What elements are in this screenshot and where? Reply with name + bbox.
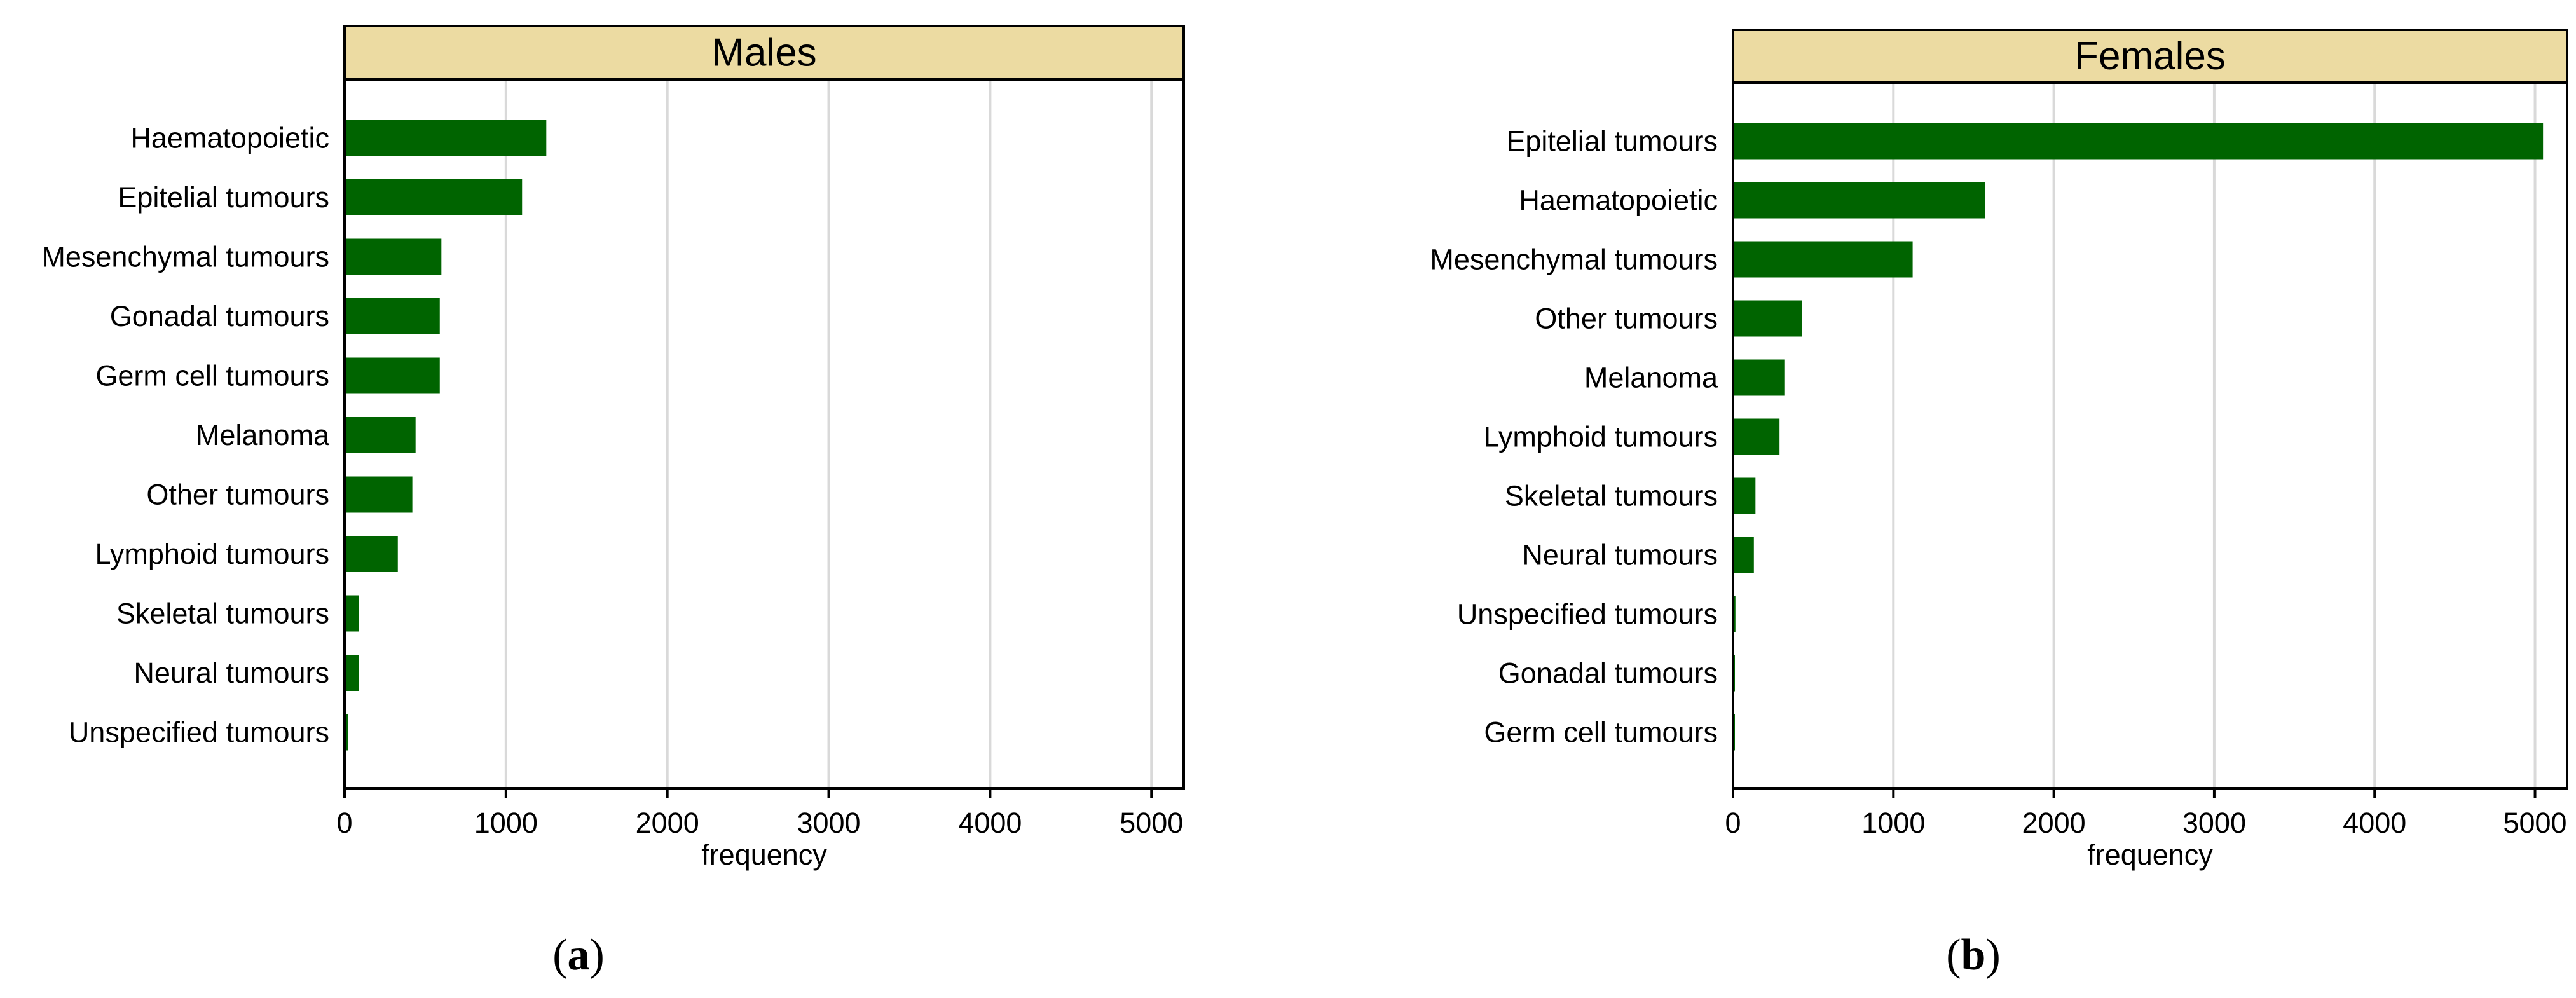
bar xyxy=(345,357,440,394)
bar xyxy=(345,714,348,751)
category-label: Neural tumours xyxy=(134,657,329,689)
panel-label-letter: a xyxy=(568,931,590,980)
bar xyxy=(345,595,359,632)
x-tick-label: 2000 xyxy=(2022,807,2086,839)
x-tick-label: 1000 xyxy=(1861,807,1925,839)
panel-label-close: ) xyxy=(1985,931,2000,980)
chart-title: Females xyxy=(2074,34,2226,78)
x-axis-label: frequency xyxy=(2087,838,2213,871)
category-label: Skeletal tumours xyxy=(1505,480,1718,512)
category-label: Epitelial tumours xyxy=(118,181,329,214)
category-label: Germ cell tumours xyxy=(95,360,329,392)
title-strip xyxy=(343,25,1185,81)
bar xyxy=(1733,477,1756,514)
category-label: Neural tumours xyxy=(1522,539,1718,571)
category-label: Melanoma xyxy=(1584,362,1718,394)
title-strip xyxy=(1732,29,2568,84)
x-tick-label: 4000 xyxy=(958,807,1022,839)
bar xyxy=(345,417,416,453)
x-tick-label: 3000 xyxy=(797,807,860,839)
bar xyxy=(1733,418,1780,455)
x-tick-label: 1000 xyxy=(474,807,538,839)
category-label: Epitelial tumours xyxy=(1506,125,1718,158)
x-tick-label: 2000 xyxy=(636,807,699,839)
bar xyxy=(345,179,523,215)
category-label: Germ cell tumours xyxy=(1484,716,1718,749)
panel-label: (a) xyxy=(552,931,605,980)
bar xyxy=(345,536,398,572)
bar xyxy=(1733,359,1785,396)
category-label: Other tumours xyxy=(146,479,329,511)
bar xyxy=(1733,123,2544,160)
category-label: Skeletal tumours xyxy=(116,598,329,630)
bar xyxy=(1733,241,1913,278)
panel-label-close: ) xyxy=(590,931,605,980)
panel-label-open: ( xyxy=(552,931,567,980)
category-label: Unspecified tumours xyxy=(1457,598,1718,631)
bar xyxy=(1733,537,1754,573)
category-label: Other tumours xyxy=(1535,303,1718,335)
category-label: Melanoma xyxy=(196,419,330,451)
category-label: Lymphoid tumours xyxy=(95,538,329,570)
category-label: Mesenchymal tumours xyxy=(1430,243,1718,276)
category-label: Haematopoietic xyxy=(130,122,329,154)
bar xyxy=(345,120,547,156)
x-tick-label: 3000 xyxy=(2182,807,2246,839)
panel-label-letter: b xyxy=(1961,931,1986,980)
panel-label-open: ( xyxy=(1946,931,1961,980)
category-label: Unspecified tumours xyxy=(69,716,329,749)
category-label: Lymphoid tumours xyxy=(1483,421,1718,453)
x-tick-label: 4000 xyxy=(2343,807,2406,839)
females-panel: Epitelial tumours Haematopoietic Mesenchym… xyxy=(1430,29,2568,980)
bar xyxy=(345,238,442,275)
x-tick-label: 0 xyxy=(336,807,352,839)
males-panel: Haematopoietic Epitelial tumours Mesenchym… xyxy=(41,25,1185,980)
bar xyxy=(1733,182,1985,219)
x-tick-label: 5000 xyxy=(1120,807,1183,839)
category-label: Haematopoietic xyxy=(1519,184,1718,217)
category-label: Gonadal tumours xyxy=(110,300,329,332)
category-label: Gonadal tumours xyxy=(1498,657,1718,690)
x-tick-label: 0 xyxy=(1725,807,1741,839)
bar xyxy=(345,655,359,691)
x-tick-label: 5000 xyxy=(2503,807,2566,839)
x-axis-label: frequency xyxy=(701,838,827,871)
bar xyxy=(1733,300,1802,337)
category-label: Mesenchymal tumours xyxy=(41,241,329,273)
bar xyxy=(345,476,413,513)
chart-title: Males xyxy=(711,31,816,75)
panel-label: (b) xyxy=(1946,931,2001,980)
bar xyxy=(345,298,440,334)
